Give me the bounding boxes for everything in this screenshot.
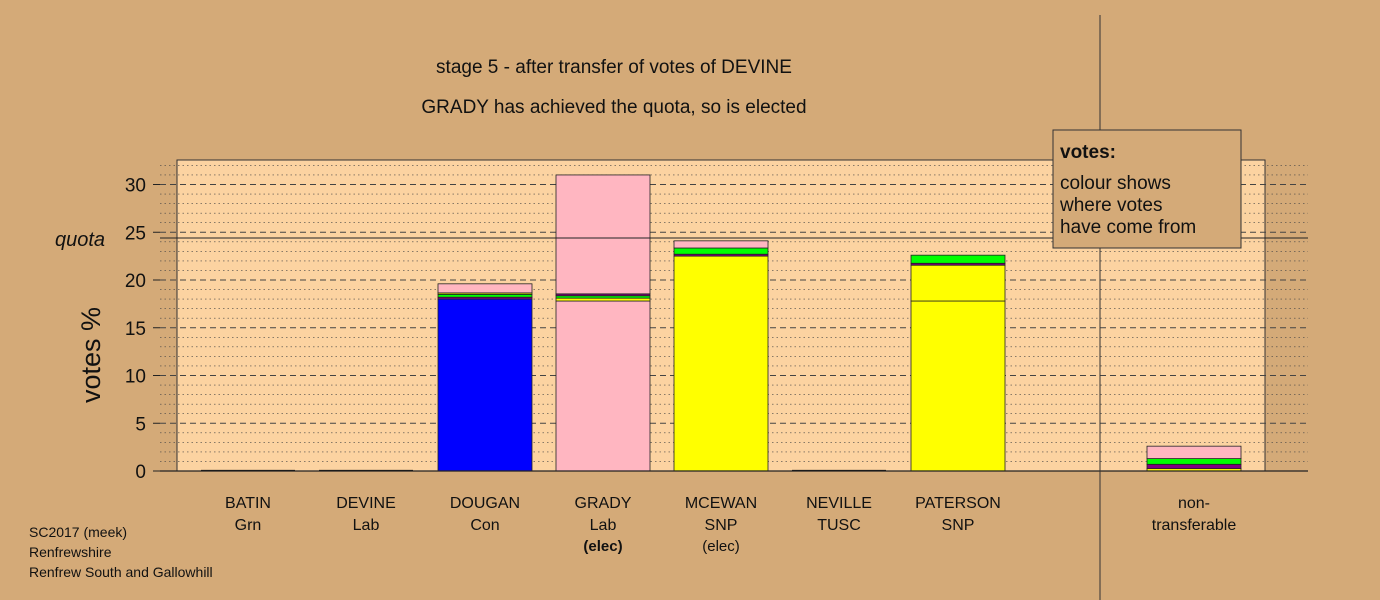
legend-line: colour shows xyxy=(1060,173,1171,194)
legend: votes: colour shows where votes have com… xyxy=(1052,129,1242,249)
x-label-name-devine: DEVINE xyxy=(336,495,396,512)
bar-segment-dougan-0 xyxy=(437,298,533,472)
x-label-party-dougan: Con xyxy=(470,517,499,534)
x-label-elected-grady: (elec) xyxy=(583,538,622,555)
chart-title: stage 5 - after transfer of votes of DEV… xyxy=(436,57,792,78)
x-label-party-mcewan: SNP xyxy=(705,517,738,534)
bar-segment-grady-1 xyxy=(555,297,651,302)
bar-segment-dougan-4 xyxy=(437,283,533,294)
x-label-party-non: transferable xyxy=(1152,517,1237,534)
y-tick-label: 15 xyxy=(125,319,146,340)
footer-source: SC2017 (meek) xyxy=(29,524,127,540)
y-tick-label: 0 xyxy=(135,462,146,483)
x-label-party-neville: TUSC xyxy=(817,517,861,534)
footer-council: Renfrewshire xyxy=(29,544,112,560)
x-label-name-paterson: PATERSON xyxy=(915,495,1001,512)
bar-segment-grady-4 xyxy=(555,174,651,295)
bar-segment-non-3 xyxy=(1146,445,1242,459)
legend-line: have come from xyxy=(1060,217,1196,238)
x-label-party-devine: Lab xyxy=(353,517,380,534)
x-label-name-neville: NEVILLE xyxy=(806,495,872,512)
x-label-party-grady: Lab xyxy=(590,517,617,534)
y-tick-label: 20 xyxy=(125,271,146,292)
quota-label: quota xyxy=(55,229,105,251)
bar-segment-dougan-2 xyxy=(437,293,533,298)
x-label-party-batin: Grn xyxy=(235,517,262,534)
y-tick-label: 5 xyxy=(135,414,146,435)
x-label-name-dougan: DOUGAN xyxy=(450,495,520,512)
y-tick-label: 25 xyxy=(125,223,146,244)
y-tick-label: 10 xyxy=(125,367,146,388)
x-label-party-paterson: SNP xyxy=(942,517,975,534)
x-label-name-non: non- xyxy=(1178,495,1210,512)
bar-segment-mcewan-2 xyxy=(673,247,769,255)
legend-line: where votes xyxy=(1059,195,1162,216)
x-label-elected-mcewan: (elec) xyxy=(702,538,740,555)
x-axis-labels: BATIN Grn DEVINE Lab DOUGAN Con GRADY Lab (elec)… xyxy=(225,495,1236,555)
footer-ward: Renfrew South and Gallowhill xyxy=(29,564,213,580)
bar-segment-grady-0 xyxy=(555,300,651,472)
y-axis-title: votes % xyxy=(76,307,106,403)
bar-segment-non-1 xyxy=(1146,463,1242,470)
bar-segment-paterson-3 xyxy=(910,254,1006,264)
y-tick-label: 30 xyxy=(125,176,146,197)
bar-segment-mcewan-3 xyxy=(673,240,769,249)
bar-segment-mcewan-0 xyxy=(673,255,769,472)
legend-box xyxy=(1052,129,1242,249)
x-label-name-grady: GRADY xyxy=(575,495,632,512)
legend-title: votes: xyxy=(1060,142,1116,163)
bars xyxy=(201,174,1242,472)
bar-segment-non-2 xyxy=(1146,458,1242,465)
bar-segment-paterson-0 xyxy=(910,300,1006,472)
bar-segment-paterson-1 xyxy=(910,264,1006,302)
chart-subtitle: GRADY has achieved the quota, so is elec… xyxy=(421,97,806,118)
x-label-name-batin: BATIN xyxy=(225,495,271,512)
x-label-name-mcewan: MCEWAN xyxy=(685,495,757,512)
y-axis: 0 5 10 15 20 25 30 xyxy=(125,176,160,483)
